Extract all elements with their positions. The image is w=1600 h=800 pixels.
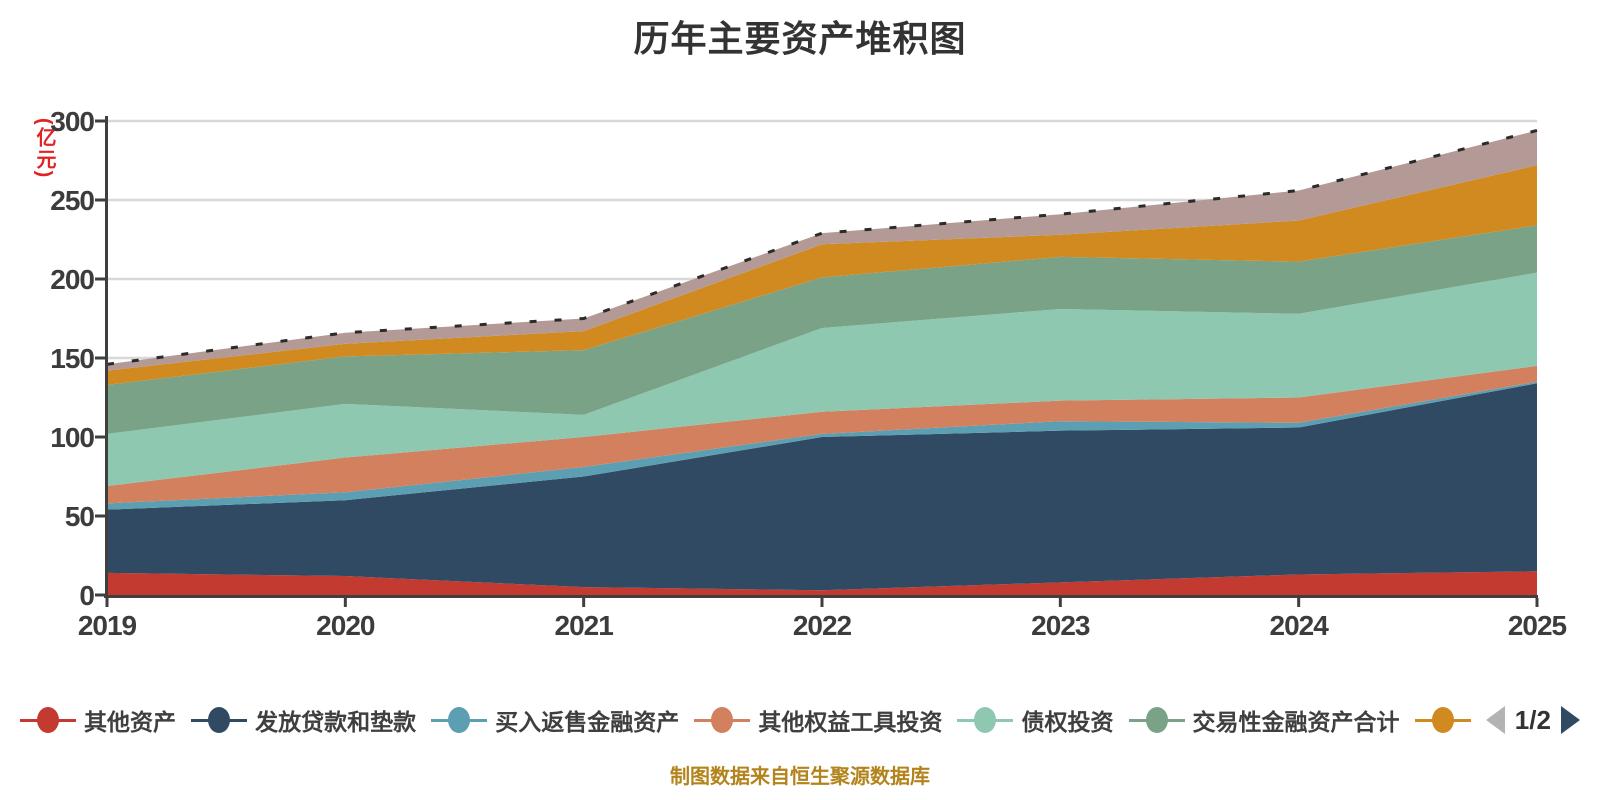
legend-marker-icon xyxy=(20,706,76,734)
legend-marker-icon xyxy=(191,706,248,734)
area-series-3 xyxy=(107,365,1537,504)
y-tick-label: 150 xyxy=(50,343,95,374)
legend-marker-icon xyxy=(1128,706,1185,734)
y-tick-label: 300 xyxy=(50,106,95,137)
legend-item-5[interactable]: 交易性金融资产合计 xyxy=(1128,703,1400,737)
legend: 其他资产 发放贷款和垫款 买入返售金融资产 其他权益工具投资 债权投资 交易性金融资产合计… xyxy=(20,698,1580,742)
y-tick-label: 250 xyxy=(50,185,95,216)
legend-item-2[interactable]: 买入返售金融资产 xyxy=(431,703,679,737)
x-tick-label: 2023 xyxy=(1031,610,1090,641)
area-series-0 xyxy=(107,571,1537,595)
area-series-1 xyxy=(107,383,1537,591)
area-series-2 xyxy=(107,381,1537,510)
legend-marker-icon xyxy=(957,706,1014,734)
legend-marker-icon xyxy=(431,706,488,734)
chart-title: 历年主要资产堆积图 xyxy=(633,18,967,59)
legend-marker-icon xyxy=(1414,706,1471,734)
legend-label: 债权投资 xyxy=(1021,709,1114,735)
legend-label: 其他权益工具投资 xyxy=(758,709,943,735)
x-tick-label: 2025 xyxy=(1507,610,1567,641)
y-tick-label: 50 xyxy=(64,501,95,532)
legend-label: 其他资产 xyxy=(84,709,176,735)
x-tick-label: 2022 xyxy=(792,610,852,641)
legend-item-0[interactable]: 其他资产 xyxy=(20,703,176,737)
legend-marker-icon xyxy=(694,706,751,734)
x-tick-label: 2020 xyxy=(316,610,375,641)
legend-label: 发放贷款和垫款 xyxy=(255,709,417,735)
legend-item-3[interactable]: 其他权益工具投资 xyxy=(694,703,942,737)
area-series-5 xyxy=(107,225,1537,434)
legend-item-1[interactable]: 发放贷款和垫款 xyxy=(191,703,416,737)
y-tick-label: 200 xyxy=(50,264,95,295)
pager-next-arrow-icon[interactable] xyxy=(1560,706,1580,734)
legend-item-4[interactable]: 债权投资 xyxy=(957,703,1113,737)
area-series-6 xyxy=(107,165,1537,385)
x-tick-label: 2021 xyxy=(554,610,614,641)
area-series-7 xyxy=(107,130,1537,371)
legend-item-6[interactable] xyxy=(1414,706,1471,734)
pager-page-indicator: 1/2 xyxy=(1514,704,1551,735)
legend-label: 交易性金融资产合计 xyxy=(1192,709,1400,735)
legend-pager: 1/2 xyxy=(1485,704,1580,736)
x-tick-label: 2019 xyxy=(77,610,137,641)
y-tick-label: 100 xyxy=(50,422,95,453)
y-tick-label: 0 xyxy=(79,580,95,611)
area-series-4 xyxy=(107,272,1537,486)
legend-label: 买入返售金融资产 xyxy=(495,709,680,735)
pager-prev-arrow-icon[interactable] xyxy=(1485,706,1505,734)
data-source-caption: 制图数据来自恒生聚源数据库 xyxy=(670,766,930,788)
y-axis-unit-label: (亿元) xyxy=(33,118,55,180)
x-tick-label: 2024 xyxy=(1269,610,1329,641)
